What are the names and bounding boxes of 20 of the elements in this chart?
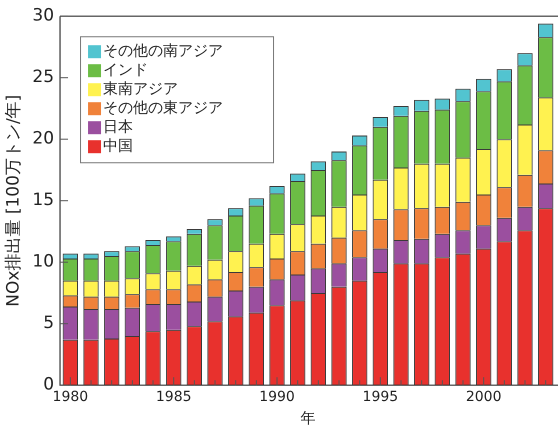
x-tick-label: 1980 (52, 389, 88, 406)
y-tick-label: 0 (43, 374, 54, 395)
legend-label: 日本 (103, 118, 134, 136)
legend-label: 東南アジア (103, 80, 178, 98)
y-tick-label: 20 (32, 128, 54, 149)
y-tick-label: 15 (32, 190, 54, 210)
legend-label: インド (103, 60, 148, 79)
x-tick-label: 1985 (156, 389, 192, 406)
x-tick-label: 2000 (466, 389, 502, 406)
y-axis-title: NOx排出量 [100万トン/年] (4, 94, 24, 307)
y-tick-label: 25 (32, 67, 54, 88)
y-tick-label: 10 (32, 252, 54, 272)
legend-label: その他の南アジア (103, 42, 224, 60)
x-tick-label: 1990 (259, 389, 295, 406)
y-tick-label: 30 (32, 6, 54, 26)
x-axis-title: 年 (300, 408, 316, 427)
y-tick-label: 5 (43, 313, 54, 334)
legend-label: その他の東アジア (103, 98, 224, 117)
x-tick-label: 1995 (362, 389, 398, 406)
legend-label: 中国 (103, 136, 134, 155)
